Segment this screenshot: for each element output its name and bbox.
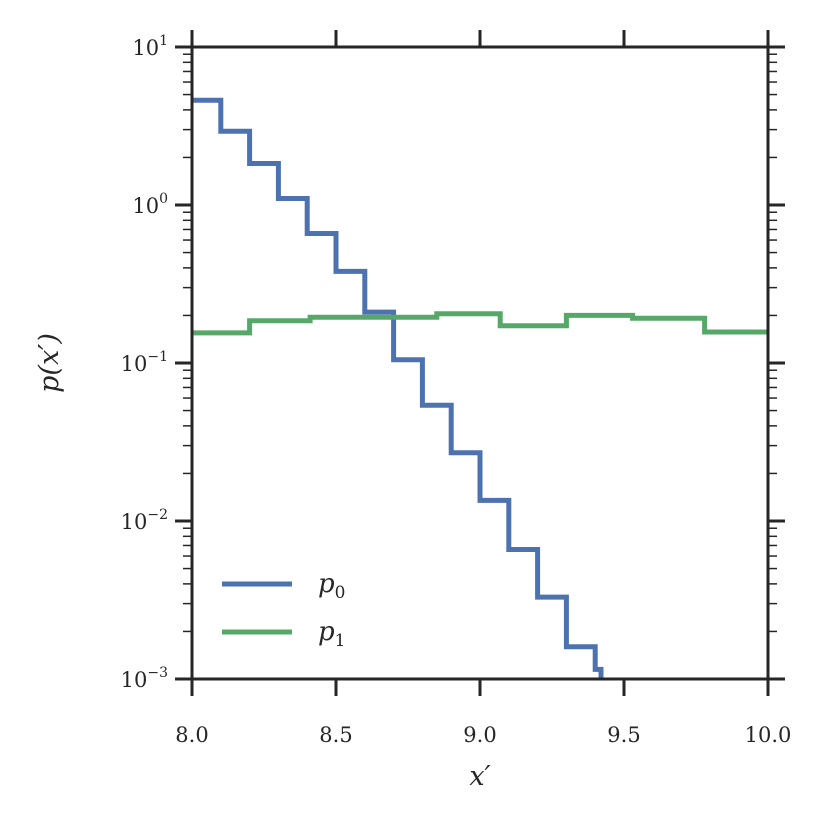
x-tick-label: 9.5	[607, 723, 640, 747]
ticks-layer	[175, 30, 785, 696]
x-tick-label: 10.0	[745, 723, 792, 747]
legend-label-name: p	[318, 569, 335, 599]
y-tick-label-exponent: −3	[147, 665, 168, 681]
y-tick-label-base: 10	[121, 352, 148, 376]
y-tick-label-exponent: 1	[159, 33, 168, 49]
y-tick-label-base: 10	[121, 668, 148, 692]
y-tick-label-exponent: −1	[147, 349, 168, 365]
y-tick-label: 10−3	[121, 665, 168, 692]
y-axis-label: p(x′)	[34, 333, 65, 393]
y-tick-label-exponent: −2	[147, 507, 168, 523]
series-layer	[192, 97, 768, 679]
legend-label-subscript: 1	[335, 631, 346, 651]
legend-label-p0: p0	[318, 569, 345, 603]
legend-label-p1: p1	[318, 617, 345, 651]
series-line-p1	[192, 311, 768, 336]
y-tick-label: 101	[132, 33, 168, 60]
y-tick-label: 100	[132, 191, 168, 218]
y-tick-label-base: 10	[121, 510, 148, 534]
legend-label-subscript: 0	[335, 583, 346, 603]
x-axis-label: x′	[469, 761, 490, 792]
x-tick-label: 9.0	[463, 723, 496, 747]
y-tick-label: 10−2	[121, 507, 168, 534]
y-tick-label-base: 10	[132, 36, 159, 60]
y-tick-label: 10−1	[121, 349, 168, 376]
series-line-p0	[192, 97, 604, 679]
x-tick-label: 8.0	[175, 723, 208, 747]
legend-label-name: p	[318, 617, 335, 647]
y-tick-label-base: 10	[132, 194, 159, 218]
x-tick-label: 8.5	[319, 723, 352, 747]
y-tick-label-exponent: 0	[159, 191, 168, 207]
